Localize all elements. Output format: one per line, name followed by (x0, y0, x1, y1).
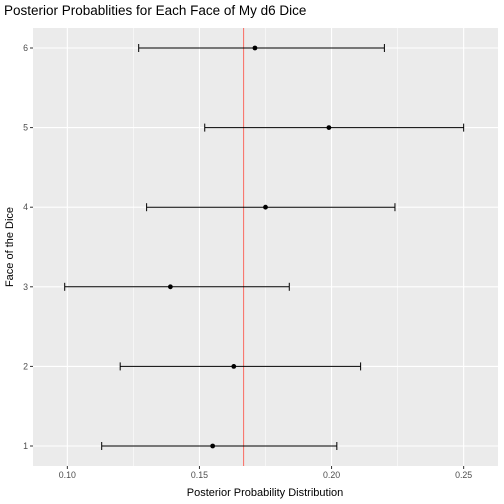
errorbar-face-6 (138, 44, 385, 52)
chart-title: Posterior Probablities for Each Face of … (4, 3, 306, 18)
errorbar-face-3 (64, 282, 290, 291)
point-estimate-face-5 (326, 125, 332, 130)
y-tick-label: 3 (23, 282, 28, 292)
y-axis-title: Face of the Dice (4, 207, 16, 287)
minor-gridlines (133, 28, 398, 466)
errorbar-face-2 (119, 362, 362, 371)
y-tick-label: 5 (23, 123, 28, 133)
point-estimates (167, 45, 332, 449)
point-estimate-face-3 (167, 284, 173, 290)
point-estimate-face-6 (252, 45, 258, 51)
x-tick-label: 0.20 (323, 470, 340, 480)
errorbar-face-5 (204, 123, 465, 132)
y-tick-label: 4 (23, 202, 28, 212)
point-estimate-face-1 (210, 443, 216, 449)
errorbar-face-4 (146, 203, 396, 212)
point-estimate-face-4 (263, 204, 268, 210)
x-axis-title: Posterior Probability Distribution (187, 487, 344, 499)
y-axis-ticks: 1 2 3 4 5 6 (23, 43, 33, 451)
y-tick-label: 2 (23, 361, 28, 371)
point-estimate-face-2 (231, 364, 237, 369)
x-tick-label: 0.15 (191, 470, 208, 480)
errorbar-face-1 (101, 442, 338, 450)
y-tick-label: 1 (23, 441, 28, 451)
y-tick-label: 6 (23, 43, 28, 53)
error-bars (64, 44, 465, 450)
x-tick-label: 0.25 (455, 470, 472, 480)
x-axis-ticks: 0.10 0.15 0.20 0.25 (59, 466, 472, 480)
x-tick-label: 0.10 (59, 470, 76, 480)
